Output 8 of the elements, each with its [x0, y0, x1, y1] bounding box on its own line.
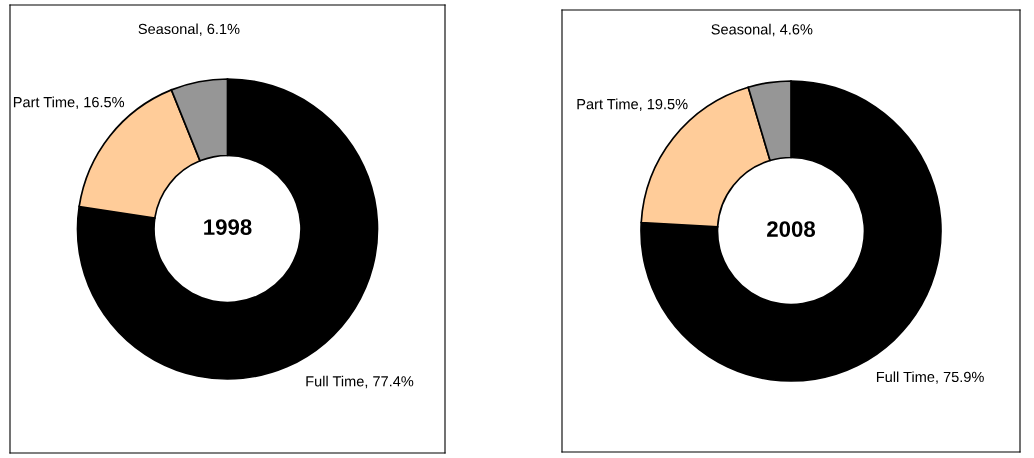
slice-label: Full Time, 77.4%: [306, 375, 414, 389]
text: 1998: [204, 219, 252, 235]
text: 2008: [767, 221, 816, 237]
slice-label: Full Time, 75.9%: [876, 371, 984, 384]
slice-label: Seasonal, 6.1%: [138, 23, 240, 36]
slice-label: Part Time, 19.5%: [577, 98, 688, 112]
slice-label: Part Time, 16.5%: [13, 96, 125, 110]
slice-label: Seasonal, 4.6%: [711, 23, 813, 37]
